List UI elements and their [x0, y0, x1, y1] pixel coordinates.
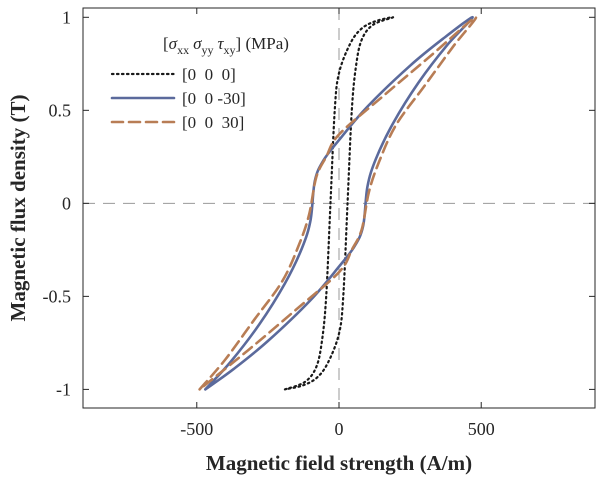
legend-title: [σxx σyy τxy] (MPa): [163, 34, 289, 57]
series-line-3: [198, 15, 478, 391]
zero-reference-lines: [83, 8, 595, 408]
y-tick-label: 0: [62, 193, 71, 213]
legend-label-2: [0 0 -30]: [182, 89, 246, 108]
series-layer: [198, 15, 478, 391]
y-tick-label: -0.5: [43, 286, 72, 306]
axis-tick-labels: -500 0 500 -1 -0.5 0 0.5 1: [43, 7, 495, 439]
legend-title-tau: τ: [217, 34, 224, 53]
axis-ticks: [83, 8, 595, 408]
series-line-2: [204, 15, 474, 391]
y-axis-title: Magnetic flux density (T): [6, 95, 30, 322]
x-axis-title: Magnetic field strength (A/m): [206, 451, 472, 475]
legend-title-sigma-1: σ: [169, 34, 178, 53]
y-tick-label: 1: [62, 7, 71, 27]
y-tick-label: -1: [56, 379, 71, 399]
x-tick-label: 500: [468, 419, 495, 439]
legend: [σxx σyy τxy] (MPa) [0 0 0][0 0 -30][0 0 3…: [110, 34, 289, 132]
legend-title-close: ] (MPa): [236, 34, 289, 53]
legend-title-sigma-2: σ: [193, 34, 202, 53]
legend-title-open: [: [163, 34, 169, 53]
x-tick-label: 0: [335, 419, 344, 439]
series-line-1: [283, 16, 395, 391]
legend-entries: [0 0 0] [0 0 -30] [0 0 30]: [110, 65, 246, 132]
legend-title-sub-xx: xx: [177, 43, 189, 57]
y-tick-label: 0.5: [49, 100, 72, 120]
legend-title-sub-yy: yy: [201, 43, 213, 57]
legend-label-3: [0 0 30]: [182, 113, 244, 132]
legend-title-sub-xy: xy: [224, 43, 236, 57]
legend-label-1: [0 0 0]: [182, 65, 236, 84]
x-tick-label: -500: [180, 419, 213, 439]
